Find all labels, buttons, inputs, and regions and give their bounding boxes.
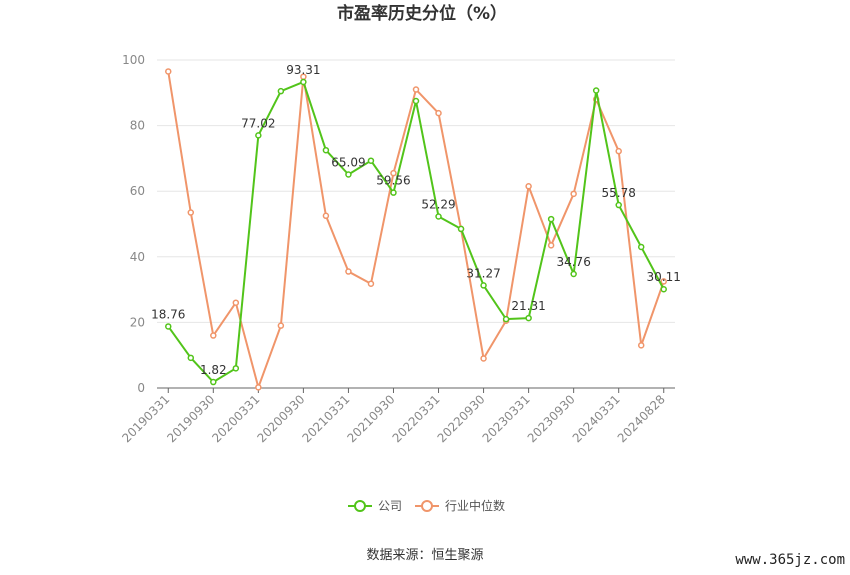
data-point bbox=[322, 146, 330, 154]
data-label: 55.78 bbox=[602, 186, 636, 200]
x-tick-label: 20200930 bbox=[254, 392, 307, 445]
series bbox=[165, 68, 667, 391]
data-point bbox=[277, 322, 285, 329]
data-labels: 18.76 1.82 77.02 93.31 65.09 59.56 52.29 31.27 2… bbox=[151, 63, 681, 377]
data-point bbox=[480, 282, 487, 289]
data-point bbox=[210, 378, 217, 386]
data-point bbox=[390, 169, 397, 177]
data-point bbox=[277, 87, 285, 95]
data-point bbox=[255, 384, 262, 391]
data-point bbox=[435, 109, 442, 117]
y-tick-label: 0 bbox=[137, 381, 145, 395]
x-tick-label: 20220331 bbox=[390, 392, 443, 445]
data-point bbox=[367, 157, 375, 164]
x-tick-label: 20240331 bbox=[570, 392, 623, 445]
watermark: www.365jz.com bbox=[735, 552, 845, 568]
data-label: 18.76 bbox=[151, 307, 185, 321]
legend-marker-1 bbox=[421, 500, 433, 512]
data-point bbox=[187, 354, 195, 362]
data-label: 34.76 bbox=[556, 255, 590, 269]
data-point bbox=[210, 332, 217, 339]
x-tick-label: 20190930 bbox=[164, 392, 217, 445]
x-tick-label: 20230331 bbox=[480, 392, 533, 445]
data-point bbox=[322, 212, 330, 220]
legend: 公司 行业中位数 bbox=[348, 498, 505, 513]
data-point bbox=[345, 268, 352, 275]
x-tick-label: 20200331 bbox=[209, 392, 262, 445]
data-label: 31.27 bbox=[466, 266, 500, 280]
data-point bbox=[457, 225, 465, 233]
x-tick-label: 20210331 bbox=[299, 392, 352, 445]
x-tick-label: 20240828 bbox=[615, 392, 668, 445]
data-point bbox=[502, 315, 510, 323]
data-label: 21.31 bbox=[511, 299, 545, 313]
data-point bbox=[480, 355, 487, 362]
data-label: 65.09 bbox=[331, 156, 365, 170]
data-point bbox=[570, 270, 577, 278]
data-label: 30.11 bbox=[647, 270, 681, 284]
chart-title: 市盈率历史分位（%） bbox=[337, 3, 507, 24]
x-tick-label: 20230930 bbox=[525, 392, 578, 445]
legend-label-0: 公司 bbox=[378, 499, 402, 513]
data-point bbox=[300, 78, 307, 86]
data-point bbox=[255, 132, 262, 139]
data-point bbox=[367, 280, 375, 287]
y-tick-label: 20 bbox=[130, 315, 145, 329]
data-label: 52.29 bbox=[421, 197, 455, 211]
data-point bbox=[165, 323, 172, 330]
data-point bbox=[345, 171, 352, 178]
data-point bbox=[547, 242, 555, 249]
data-point bbox=[435, 213, 442, 220]
data-label: 93.31 bbox=[286, 63, 320, 77]
data-point bbox=[660, 285, 667, 293]
data-point bbox=[660, 278, 667, 285]
data-point bbox=[592, 87, 600, 94]
x-tick-label: 20190331 bbox=[119, 392, 172, 445]
data-point bbox=[637, 243, 645, 251]
data-label: 1.82 bbox=[200, 363, 227, 377]
data-point bbox=[232, 365, 240, 372]
data-point bbox=[615, 201, 622, 209]
data-point bbox=[637, 342, 645, 349]
y-tick-label: 40 bbox=[130, 250, 145, 264]
data-point bbox=[615, 147, 622, 155]
data-point bbox=[412, 86, 420, 93]
data-point bbox=[525, 314, 532, 322]
data-label: 77.02 bbox=[241, 116, 275, 130]
data-label: 59.56 bbox=[376, 174, 410, 188]
axes: 0 20 40 60 80 100 2019033120190930202003312020… bbox=[119, 53, 675, 445]
y-tick-label: 100 bbox=[122, 53, 145, 67]
data-point bbox=[232, 299, 240, 306]
y-tick-label: 80 bbox=[130, 119, 145, 133]
legend-marker-0 bbox=[354, 500, 366, 512]
x-tick-label: 20220930 bbox=[435, 392, 488, 445]
x-tick-label: 20210930 bbox=[345, 392, 398, 445]
y-tick-label: 60 bbox=[130, 184, 145, 198]
data-point bbox=[525, 183, 532, 190]
grid bbox=[157, 59, 675, 323]
data-point bbox=[390, 189, 397, 196]
source-note: 数据来源：恒生聚源 bbox=[366, 548, 483, 563]
data-point bbox=[187, 209, 195, 216]
data-point bbox=[165, 68, 172, 75]
data-point bbox=[412, 97, 420, 105]
legend-label-1: 行业中位数 bbox=[445, 498, 505, 513]
data-point bbox=[547, 215, 555, 223]
data-point bbox=[570, 190, 577, 198]
